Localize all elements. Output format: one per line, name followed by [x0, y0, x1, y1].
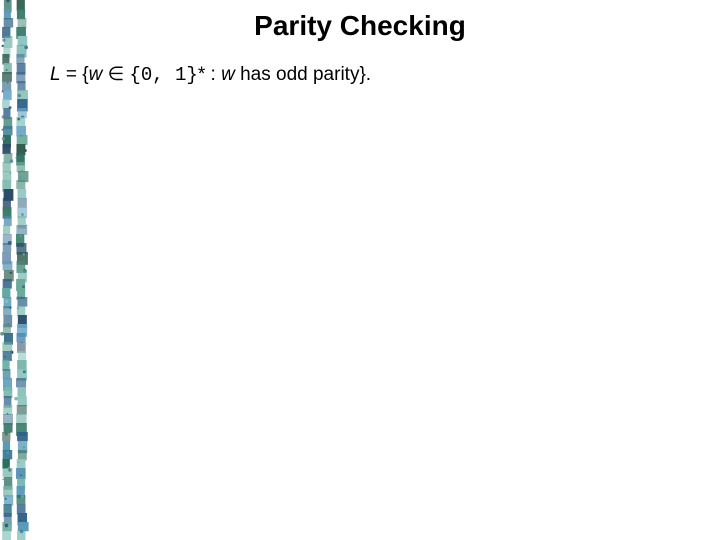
var-L: L [50, 64, 61, 85]
var-w-2: w [221, 64, 235, 85]
text-star-colon: * : [198, 64, 221, 85]
alphabet-set: {0, 1} [129, 64, 197, 86]
var-w-1: w [89, 64, 103, 85]
language-definition: L = {w ∈ {0, 1}* : w has odd parity}. [50, 62, 700, 89]
decorative-sidebar [0, 0, 30, 540]
symbol-element-of: ∈ [102, 64, 129, 85]
slide-content: Parity Checking L = {w ∈ {0, 1}* : w has… [50, 0, 700, 89]
slide-title: Parity Checking [20, 10, 700, 42]
text-eq-open: = { [61, 64, 89, 85]
text-has-odd-parity: has odd parity}. [235, 64, 371, 85]
